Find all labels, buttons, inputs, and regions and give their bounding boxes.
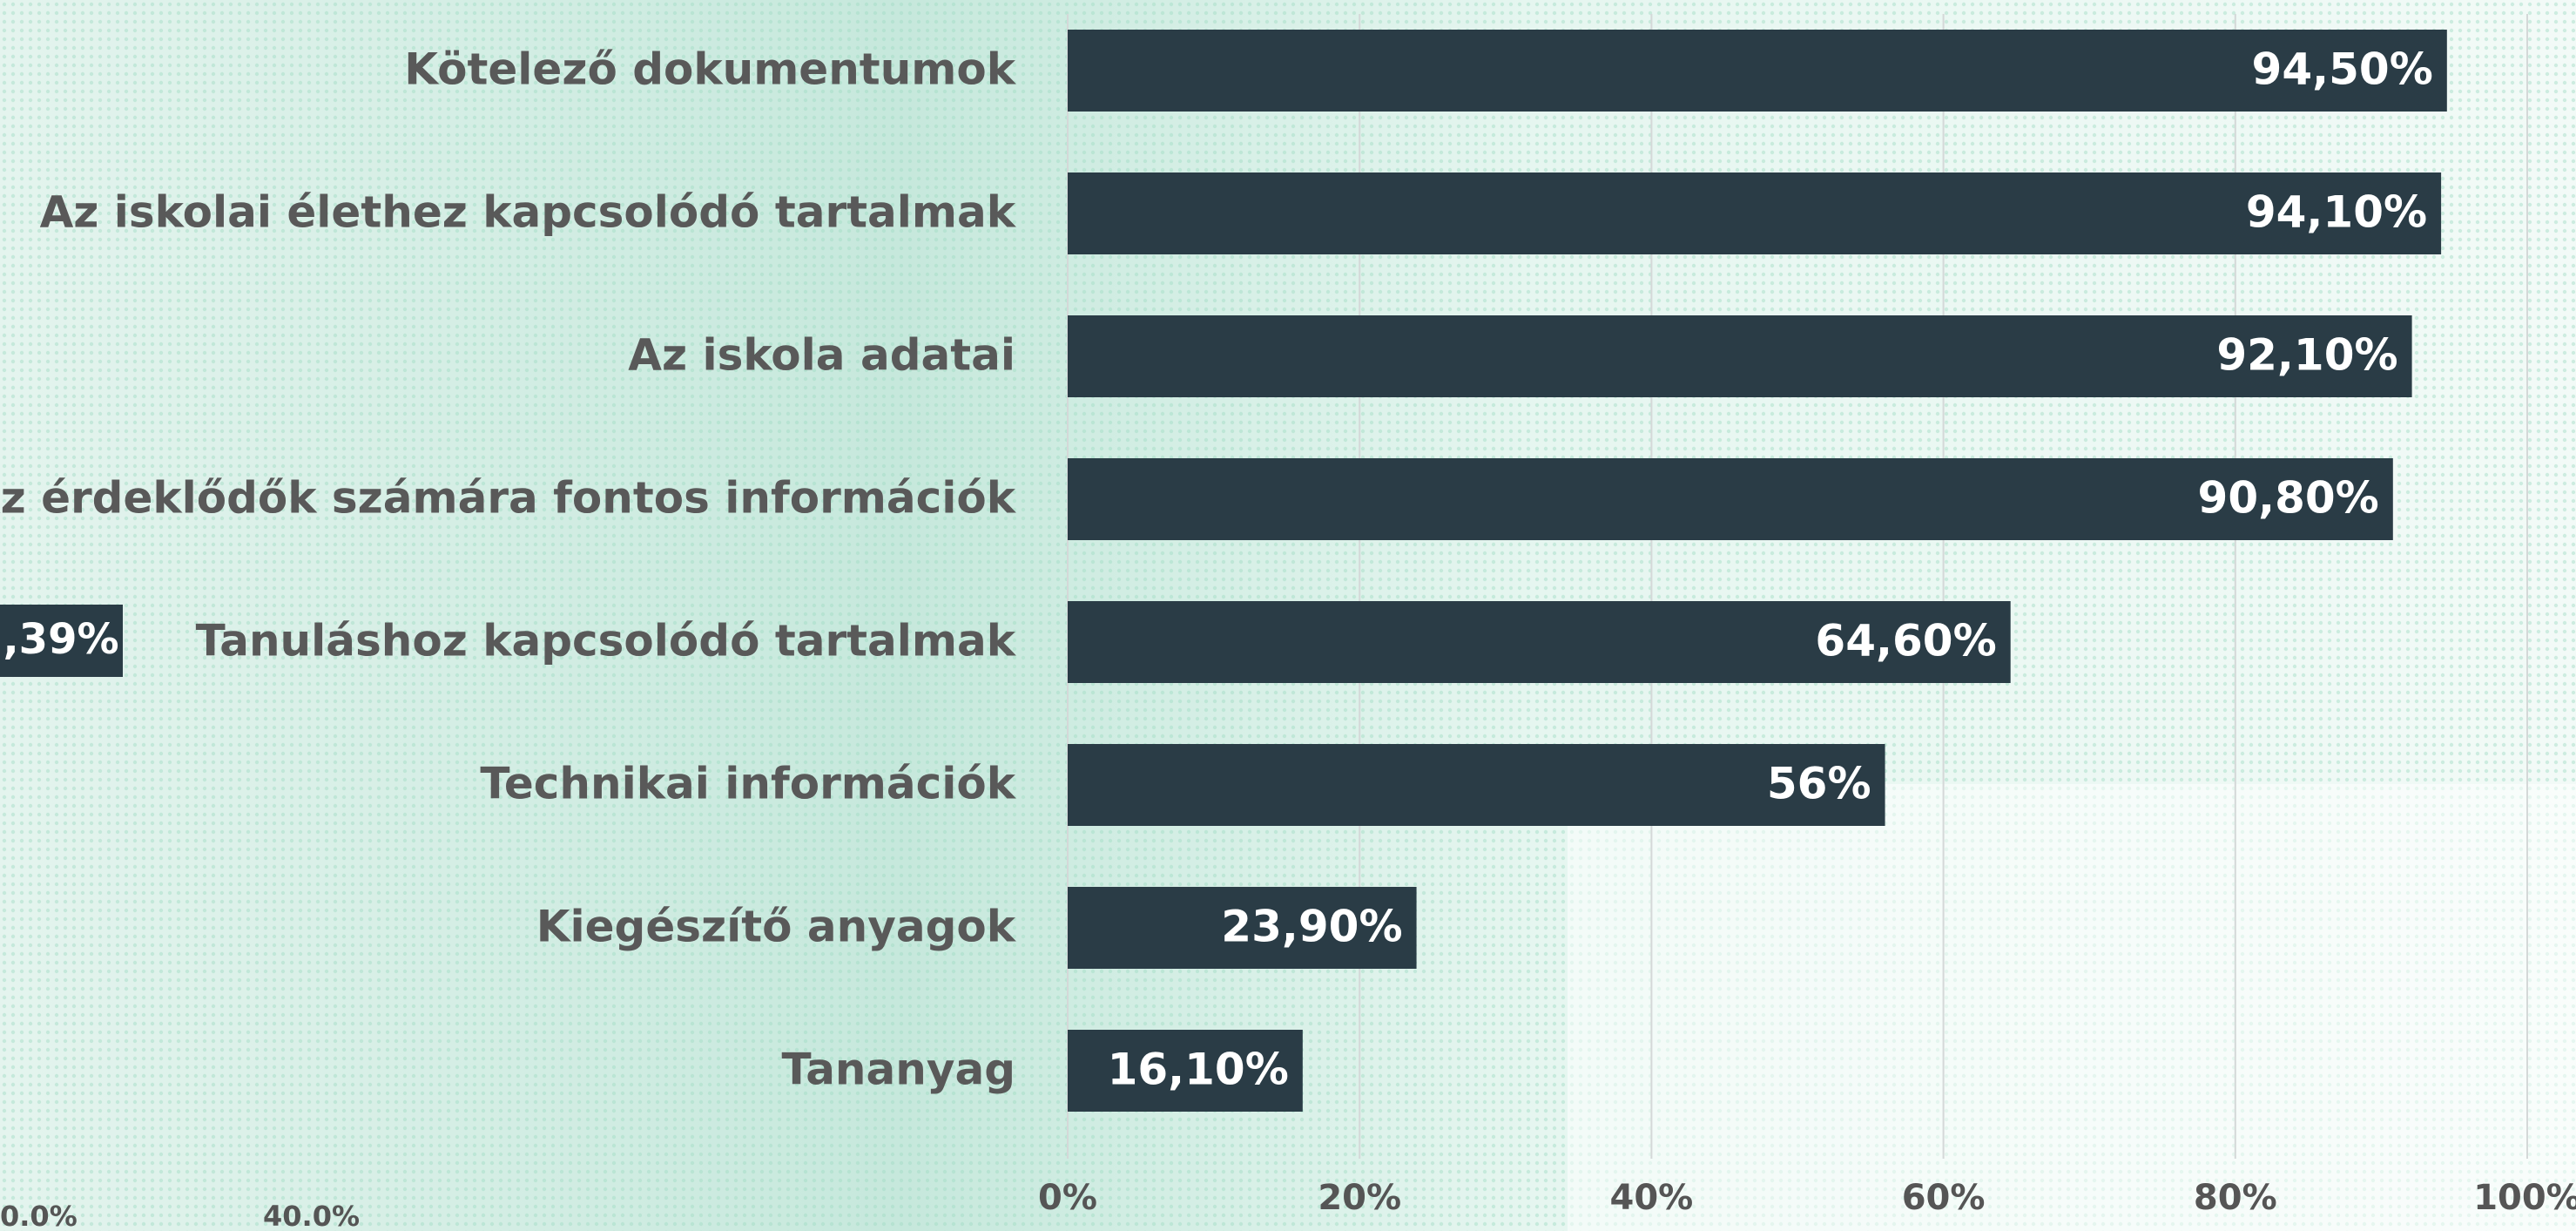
x-tick-label: 0% [1038, 1178, 1097, 1218]
category-label: Technikai információk [480, 759, 1016, 809]
chart: ,39% 0.0% 40.0% 0% 20% 40% 60% 80% 100% 94,50%… [0, 0, 2576, 1231]
x-tick-label: 100% [2473, 1178, 2576, 1218]
category-label: Az iskola adatai [628, 330, 1015, 381]
partial-tick-label: 40.0% [263, 1200, 360, 1231]
value-label: 23,90% [1221, 902, 1402, 952]
value-label: 64,60% [1815, 616, 1996, 666]
bar [1068, 172, 2441, 254]
category-label: Kötelező dokumentumok [404, 44, 1016, 95]
x-tick-label: 40% [1610, 1178, 1694, 1218]
partial-value-label: ,39% [3, 615, 118, 664]
x-tick-label: 60% [1902, 1178, 1986, 1218]
category-label: Tanuláshoz kapcsolódó tartalmak [196, 616, 1017, 666]
bar [1068, 315, 2412, 397]
x-tick-label: 20% [1318, 1178, 1401, 1218]
category-label: Az érdeklődők számára fontos információk [0, 473, 1017, 524]
bar [1068, 744, 1885, 826]
value-label: 56% [1767, 759, 1871, 809]
value-label: 94,50% [2252, 44, 2433, 95]
value-label: 92,10% [2216, 330, 2397, 381]
bar [1068, 458, 2393, 540]
value-label: 16,10% [1108, 1045, 1289, 1095]
partial-tick-label: 0.0% [0, 1200, 78, 1231]
value-label: 94,10% [2246, 187, 2427, 238]
value-label: 90,80% [2198, 473, 2379, 524]
bar [1068, 30, 2447, 112]
x-tick-label: 80% [2194, 1178, 2277, 1218]
category-label: Az iskolai élethez kapcsolódó tartalmak [40, 187, 1017, 238]
category-label: Tananyag [782, 1045, 1015, 1095]
background-patch [1568, 784, 2576, 1231]
category-label: Kiegészítő anyagok [536, 902, 1017, 952]
